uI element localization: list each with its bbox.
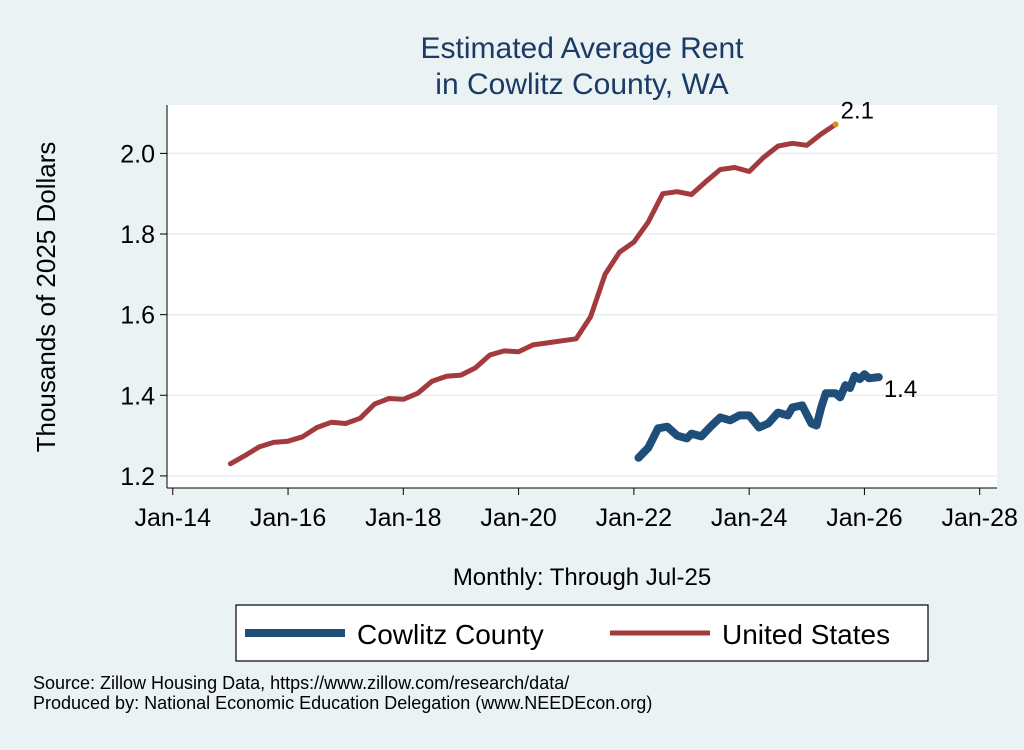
- x-tick-label-jan-28: Jan-28: [941, 504, 1017, 532]
- x-axis-title: Monthly: Through Jul-25: [453, 564, 711, 591]
- legend: Cowlitz County United States: [235, 604, 929, 662]
- gridlines: [167, 152, 997, 477]
- x-axis: Jan-14 Jan-16 Jan-18 Jan-20 Jan-22 Jan-24 Jan-…: [135, 487, 1018, 532]
- y-tick-label-2-0: 2.0: [120, 140, 155, 168]
- x-tick-label-jan-16: Jan-16: [250, 504, 326, 532]
- series-end-label-united-states: 2.1: [841, 97, 874, 124]
- chart-title-line-2: in Cowlitz County, WA: [435, 68, 728, 101]
- legend-box: [235, 604, 929, 662]
- source-note: Source: Zillow Housing Data, https://www…: [33, 673, 570, 693]
- legend-label-united-states: United States: [722, 619, 890, 650]
- y-tick-label-1-8: 1.8: [120, 221, 155, 249]
- x-tick-label-jan-22: Jan-22: [596, 504, 672, 532]
- x-tick-label-jan-14: Jan-14: [135, 504, 212, 532]
- producer-note: Produced by: National Economic Education…: [33, 693, 653, 713]
- x-tick-label-jan-20: Jan-20: [480, 504, 556, 532]
- y-axis-title: Thousands of 2025 Dollars: [31, 142, 61, 453]
- plot-area: [167, 105, 997, 488]
- series-lines: 2.1 1.4: [227, 97, 917, 467]
- y-tick-label-1-4: 1.4: [120, 382, 155, 410]
- chart-title-line-1: Estimated Average Rent: [421, 32, 745, 65]
- x-tick-label-jan-26: Jan-26: [826, 504, 902, 532]
- series-line-united-states: [227, 121, 839, 467]
- y-tick-label-1-2: 1.2: [120, 463, 155, 491]
- x-tick-label-jan-18: Jan-18: [365, 504, 441, 532]
- series-end-marker-united-states: [832, 121, 839, 128]
- y-tick-label-1-6: 1.6: [120, 302, 155, 330]
- legend-label-cowlitz: Cowlitz County: [357, 619, 544, 650]
- x-tick-label-jan-24: Jan-24: [711, 504, 788, 532]
- series-end-label-cowlitz-county: 1.4: [884, 376, 917, 403]
- series-line-cowlitz-county: [634, 370, 883, 462]
- y-axis: 1.2 1.4 1.6 1.8 2.0: [120, 105, 168, 491]
